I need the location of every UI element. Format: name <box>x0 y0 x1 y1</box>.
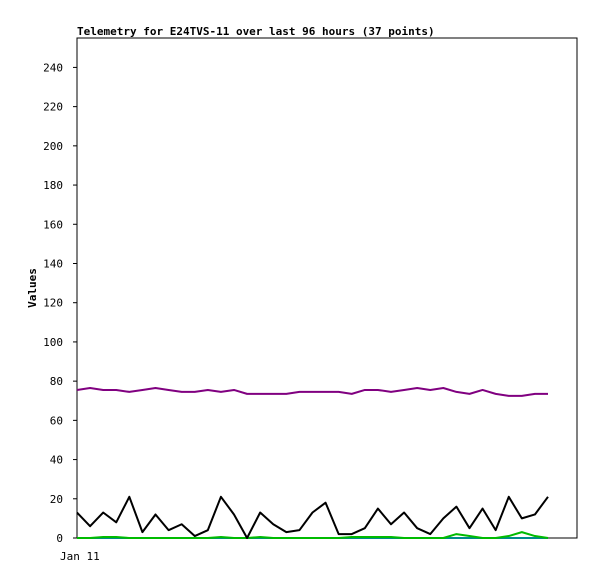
y-tick-label: 200 <box>43 140 63 153</box>
y-tick-label: 120 <box>43 297 63 310</box>
series-line-1 <box>76 387 548 397</box>
chart-title: Telemetry for E24TVS-11 over last 96 hou… <box>77 25 435 38</box>
series-layer <box>76 387 549 539</box>
y-tick-label: 80 <box>50 375 63 388</box>
plot-area-frame <box>76 37 578 539</box>
y-tick-label: 0 <box>56 532 63 545</box>
series-line-3 <box>77 531 549 539</box>
x-axis: Jan 11 <box>60 550 100 563</box>
x-tick-label: Jan 11 <box>60 550 100 563</box>
y-tick-label: 100 <box>43 336 63 349</box>
y-tick-label: 40 <box>50 454 63 467</box>
y-tick-label: 140 <box>43 257 63 270</box>
y-axis-label: Values <box>26 268 39 308</box>
y-axis: 0 20 40 60 80 100 120 140 160 180 200 220 240 <box>43 61 77 545</box>
y-tick-label: 240 <box>43 61 63 74</box>
y-tick-label: 220 <box>43 101 63 114</box>
y-tick-label: 60 <box>50 414 63 427</box>
y-tick-label: 160 <box>43 218 63 231</box>
series-line-2 <box>76 495 549 539</box>
y-tick-label: 20 <box>50 493 63 506</box>
y-tick-label: 180 <box>43 179 63 192</box>
